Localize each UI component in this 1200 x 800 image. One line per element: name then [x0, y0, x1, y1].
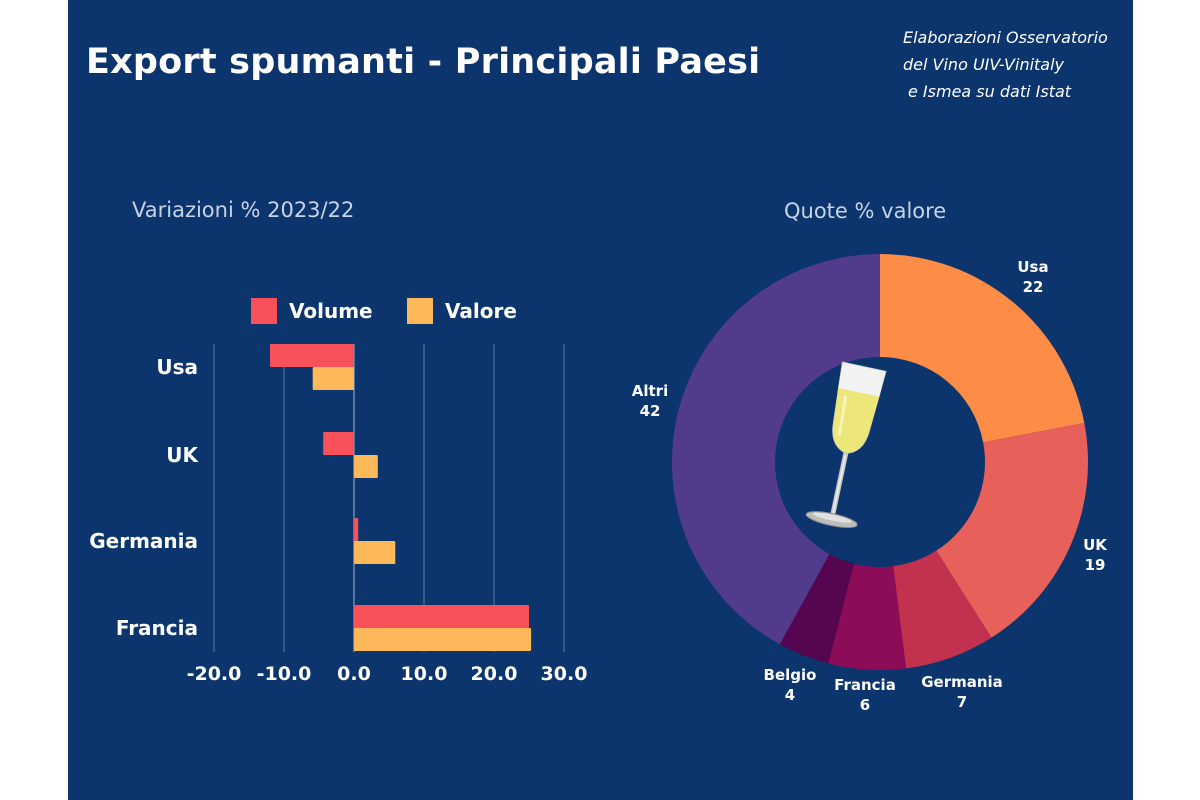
- donut-slices: [671, 254, 1088, 671]
- bar-volume-francia: [354, 605, 529, 628]
- donut-label-name: UK: [1083, 536, 1108, 554]
- bar-volume-usa: [270, 344, 354, 367]
- donut-slice-francia: [828, 563, 907, 671]
- donut-label-name: Germania: [921, 673, 1003, 691]
- x-tick-label: 10.0: [401, 663, 448, 685]
- bar-category-labels: Usa UK Germania Francia: [89, 355, 199, 640]
- donut-label-value: 19: [1085, 556, 1106, 574]
- donut-slice-usa: [880, 254, 1085, 443]
- infographic-panel: [68, 0, 1133, 800]
- legend-label-valore: Valore: [445, 299, 517, 323]
- bar-legend: Volume Valore: [251, 298, 517, 324]
- bar-valore-francia: [354, 628, 532, 651]
- bar-chart-title: Variazioni % 2023/22: [132, 198, 355, 222]
- legend-label-volume: Volume: [289, 299, 373, 323]
- donut-slice-altri: [671, 254, 880, 645]
- champagne-glass-icon: [805, 361, 887, 529]
- source-note: Elaborazioni Osservatorio del Vino UIV-V…: [903, 24, 1108, 105]
- bar-marks: [270, 344, 532, 651]
- bar-volume-germania: [354, 518, 359, 541]
- legend-swatch-volume: [251, 298, 277, 324]
- donut-label-name: Usa: [1017, 258, 1048, 276]
- donut-labels: Usa 22 UK 19 Germania 7 Francia 6 Belgio 4 Altri 42: [632, 258, 1109, 714]
- x-tick-label: 0.0: [337, 663, 371, 685]
- donut-label-value: 42: [640, 402, 661, 420]
- donut-label-value: 4: [785, 686, 795, 704]
- source-line: e Ismea su dati Istat: [908, 82, 1072, 101]
- source-line: del Vino UIV-Vinitaly: [903, 55, 1065, 74]
- x-tick-label: -20.0: [187, 663, 242, 685]
- source-line: Elaborazioni Osservatorio: [903, 28, 1108, 47]
- donut-label-value: 6: [860, 696, 870, 714]
- x-tick-label: 20.0: [471, 663, 518, 685]
- donut-label-name: Altri: [632, 382, 668, 400]
- x-tick-label: -10.0: [257, 663, 312, 685]
- bar-volume-uk: [323, 432, 354, 455]
- donut-label-name: Belgio: [764, 666, 817, 684]
- category-label: Germania: [89, 529, 198, 553]
- category-label: Usa: [156, 355, 198, 379]
- donut-chart-title: Quote % valore: [784, 199, 947, 223]
- donut-label-value: 22: [1023, 278, 1044, 296]
- donut-label-name: Francia: [834, 676, 896, 694]
- category-label: Francia: [116, 616, 198, 640]
- bar-valore-usa: [312, 367, 354, 390]
- donut-label-value: 7: [957, 693, 967, 711]
- x-tick-label: 30.0: [541, 663, 588, 685]
- bar-gridlines: [213, 344, 565, 652]
- donut-slice-germania: [893, 550, 992, 669]
- bar-tick-labels: -20.0 -10.0 0.0 10.0 20.0 30.0: [187, 663, 588, 685]
- bar-valore-uk: [354, 455, 378, 478]
- page-title: Export spumanti - Principali Paesi: [86, 42, 761, 82]
- legend-swatch-valore: [407, 298, 433, 324]
- bar-valore-germania: [354, 541, 396, 564]
- category-label: UK: [166, 443, 199, 467]
- donut-slice-belgio: [779, 554, 854, 664]
- donut-slice-uk: [936, 423, 1088, 638]
